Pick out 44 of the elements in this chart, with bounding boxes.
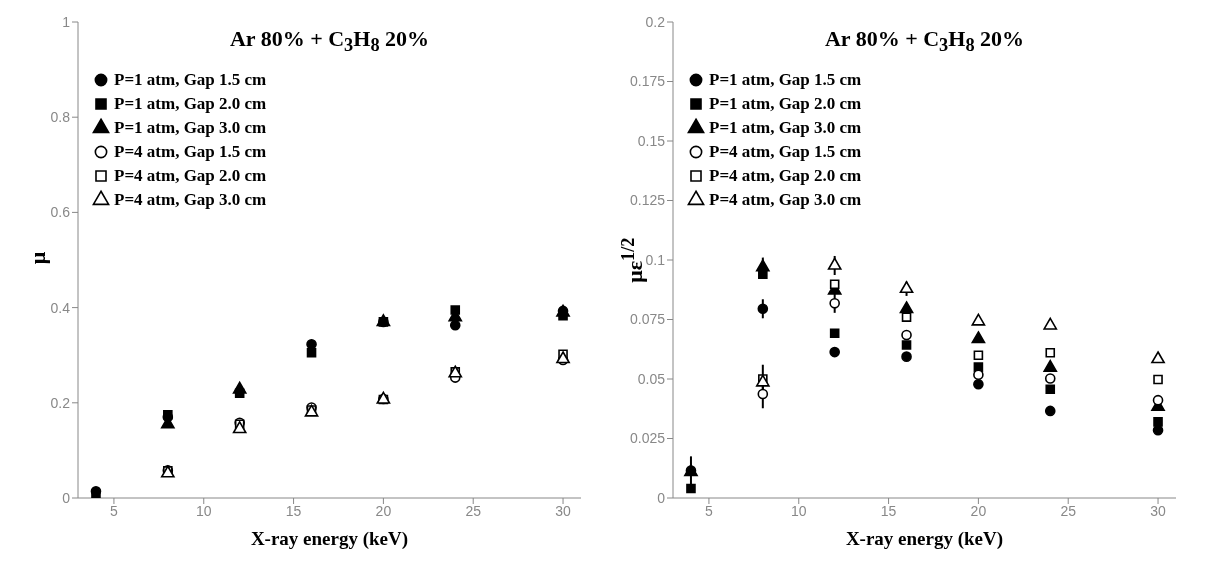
- y-tick-label: 0.1: [645, 251, 666, 268]
- y-axis-title: μ: [25, 250, 51, 267]
- x-tick-label: 5: [705, 502, 714, 519]
- x-axis-title: X-ray energy (keV): [844, 528, 1005, 550]
- y-tick-label: 1: [62, 13, 71, 30]
- x-tick-label: 25: [1060, 502, 1077, 519]
- y-tick-label: 0.8: [50, 109, 71, 126]
- chart-title: Ar 80% + C$_{3}$H$_{8}$ 20%: [823, 26, 1026, 57]
- legend-label: P=4 atm, Gap 3.0 cm: [114, 190, 267, 210]
- y-tick-label: 0: [62, 489, 71, 506]
- y-tick-label: 0.15: [637, 132, 666, 149]
- legend-label: P=1 atm, Gap 1.5 cm: [709, 70, 862, 90]
- legend-label: P=4 atm, Gap 2.0 cm: [709, 166, 862, 186]
- x-tick-label: 15: [880, 502, 897, 519]
- x-tick-label: 10: [790, 502, 807, 519]
- y-tick-label: 0.025: [629, 430, 666, 447]
- y-tick-label: 0.2: [50, 394, 71, 411]
- y-tick-label: 0.2: [645, 13, 666, 30]
- x-tick-label: 20: [375, 502, 392, 519]
- x-tick-label: 25: [465, 502, 482, 519]
- y-tick-label: 0.05: [637, 370, 666, 387]
- y-tick-label: 0.4: [50, 299, 71, 316]
- x-tick-label: 30: [1150, 502, 1167, 519]
- legend-label: P=1 atm, Gap 3.0 cm: [114, 118, 267, 138]
- y-tick-label: 0.175: [629, 73, 666, 90]
- legend-label: P=1 atm, Gap 3.0 cm: [709, 118, 862, 138]
- x-tick-label: 20: [970, 502, 987, 519]
- y-tick-label: 0.6: [50, 204, 71, 221]
- x-tick-label: 15: [285, 502, 302, 519]
- legend-label: P=4 atm, Gap 3.0 cm: [709, 190, 862, 210]
- x-axis-title: X-ray energy (keV): [249, 528, 410, 550]
- y-tick-label: 0: [657, 489, 666, 506]
- legend-label: P=4 atm, Gap 1.5 cm: [709, 142, 862, 162]
- legend-label: P=4 atm, Gap 2.0 cm: [114, 166, 267, 186]
- y-tick-label: 0.125: [629, 192, 666, 209]
- chart-title: Ar 80% + C$_{3}$H$_{8}$ 20%: [228, 26, 431, 57]
- legend-label: P=1 atm, Gap 2.0 cm: [709, 94, 862, 114]
- legend-label: P=4 atm, Gap 1.5 cm: [114, 142, 267, 162]
- x-tick-label: 5: [110, 502, 119, 519]
- y-tick-label: 0.075: [629, 311, 666, 328]
- x-tick-label: 30: [555, 502, 572, 519]
- legend-label: P=1 atm, Gap 2.0 cm: [114, 94, 267, 114]
- legend-label: P=1 atm, Gap 1.5 cm: [114, 70, 267, 90]
- x-tick-label: 10: [195, 502, 212, 519]
